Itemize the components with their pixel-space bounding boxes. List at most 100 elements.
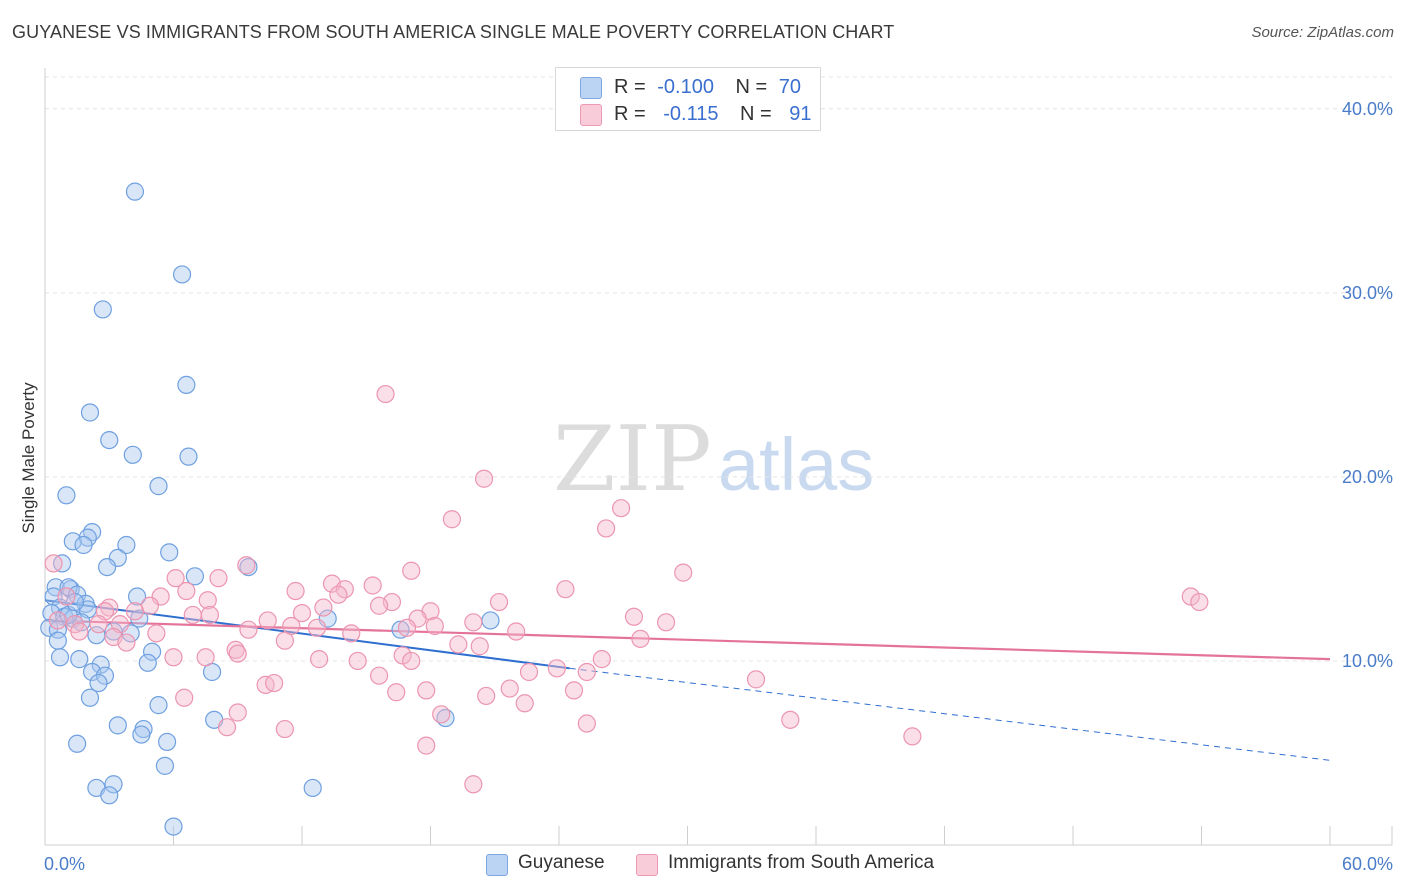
x-tick-label-max: 60.0%	[1342, 854, 1393, 874]
axes	[44, 68, 1393, 846]
y-tick-label: 20.0%	[1342, 467, 1393, 487]
legend-n-label: N =	[735, 76, 768, 98]
point-immigrants	[597, 519, 616, 538]
point-guyanese	[80, 688, 100, 707]
point-immigrants	[363, 576, 382, 595]
point-immigrants	[442, 510, 462, 529]
point-immigrants	[228, 703, 247, 722]
point-immigrants	[656, 613, 676, 632]
y-axis-label: Single Male Poverty	[19, 382, 38, 534]
point-guyanese	[125, 182, 145, 201]
point-immigrants	[507, 622, 526, 641]
x-tick-label-min: 0.0%	[44, 854, 85, 874]
y-tick-label: 40.0%	[1342, 99, 1393, 119]
point-guyanese	[100, 430, 119, 450]
legend-swatch-immigrants	[580, 104, 602, 126]
watermark-zip: ZIP	[553, 407, 712, 512]
point-guyanese	[177, 375, 196, 394]
watermark-atlas: atlas	[718, 423, 874, 506]
point-immigrants	[310, 650, 329, 669]
point-immigrants	[746, 670, 766, 689]
point-guyanese	[303, 778, 322, 798]
point-guyanese	[155, 756, 175, 775]
point-immigrants	[370, 666, 389, 685]
source-label: Source: ZipAtlas.com	[1251, 24, 1394, 41]
point-immigrants	[196, 648, 215, 667]
point-guyanese	[100, 786, 119, 805]
point-guyanese	[157, 732, 177, 752]
point-guyanese	[108, 716, 127, 735]
legend-r-label: R =	[614, 76, 646, 98]
legend-r-value: -0.115	[663, 103, 719, 125]
point-immigrants	[903, 727, 922, 746]
point-immigrants	[425, 616, 444, 636]
point-immigrants	[70, 622, 89, 641]
point-guyanese	[138, 653, 157, 672]
point-immigrants	[564, 681, 584, 700]
point-immigrants	[470, 637, 489, 656]
point-guyanese	[95, 666, 115, 685]
point-guyanese	[80, 403, 100, 422]
point-immigrants	[348, 651, 367, 671]
point-immigrants	[117, 633, 136, 652]
point-immigrants	[449, 635, 468, 654]
point-immigrants	[464, 613, 483, 632]
point-immigrants	[577, 662, 596, 682]
point-immigrants	[489, 592, 509, 612]
point-immigrants	[164, 648, 183, 667]
point-immigrants	[500, 679, 519, 698]
trend-line-guyanese	[44, 599, 570, 670]
point-guyanese	[127, 587, 147, 606]
watermark: ZIP atlas	[553, 407, 874, 512]
legend-swatch-guyanese	[580, 77, 602, 99]
chart-title: GUYANESE VS IMMIGRANTS FROM SOUTH AMERIC…	[12, 22, 895, 42]
point-immigrants	[200, 605, 220, 625]
point-immigrants	[402, 561, 421, 580]
y-tick-label: 10.0%	[1342, 651, 1393, 671]
legend-r-label: R =	[614, 103, 646, 125]
point-immigrants	[464, 775, 483, 794]
point-guyanese	[185, 567, 205, 586]
point-guyanese	[132, 725, 151, 744]
point-immigrants	[329, 585, 348, 604]
point-immigrants	[209, 569, 228, 588]
point-immigrants	[275, 719, 294, 739]
point-immigrants	[198, 591, 217, 610]
point-immigrants	[612, 499, 631, 518]
point-immigrants	[417, 736, 436, 755]
point-immigrants	[48, 611, 67, 630]
point-guyanese	[98, 557, 117, 577]
point-immigrants	[515, 694, 534, 713]
point-immigrants	[307, 618, 327, 637]
legend-n-value: 91	[789, 103, 812, 125]
point-guyanese	[179, 447, 198, 466]
point-guyanese	[63, 532, 82, 551]
legend-n-value: 70	[778, 76, 802, 98]
point-immigrants	[125, 602, 145, 621]
point-immigrants	[147, 624, 166, 643]
point-immigrants	[217, 718, 237, 737]
point-immigrants	[474, 469, 494, 488]
point-immigrants	[781, 710, 800, 729]
point-immigrants	[237, 556, 256, 575]
point-immigrants	[239, 620, 258, 639]
point-immigrants	[314, 598, 333, 617]
point-immigrants	[228, 644, 247, 663]
point-guyanese	[50, 648, 70, 667]
point-guyanese	[149, 477, 168, 496]
point-immigrants	[432, 705, 451, 724]
correlation-legend: R = -0.100 N = 70 R = -0.115 N = 91	[555, 67, 821, 131]
bottom-legend-label-guyanese: Guyanese	[518, 852, 605, 873]
point-guyanese	[160, 543, 179, 562]
trend-lines	[44, 599, 1331, 761]
tick-labels: 10.0% 20.0% 30.0% 40.0% 0.0% 60.0% Single Male…	[19, 99, 1393, 874]
point-immigrants	[519, 662, 539, 682]
point-guyanese	[93, 300, 112, 319]
point-guyanese	[74, 535, 93, 555]
point-immigrants	[417, 681, 436, 700]
bottom-legend-label-immigrants: Immigrants from South America	[668, 852, 935, 873]
point-immigrants	[292, 603, 312, 623]
point-immigrants	[370, 596, 389, 615]
point-immigrants	[556, 580, 575, 599]
